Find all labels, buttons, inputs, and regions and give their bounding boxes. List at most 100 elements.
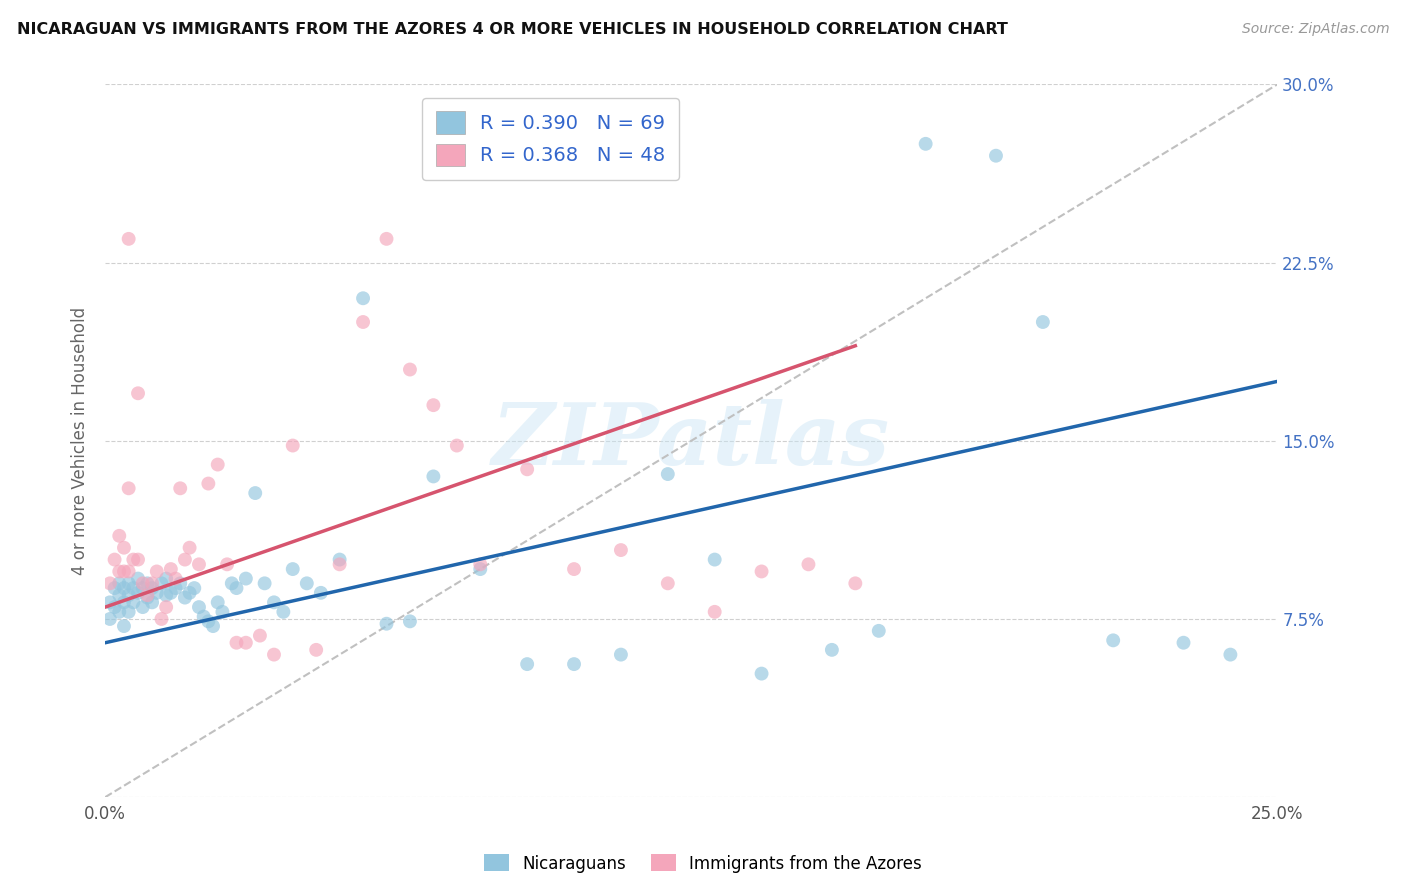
Point [108,576,131,591]
Point [141,595,163,609]
Point [399,615,422,629]
Text: Source: ZipAtlas.com: Source: ZipAtlas.com [1241,22,1389,37]
Point [375,616,398,631]
Point [225,581,247,595]
Point [108,605,131,619]
Point [188,558,211,572]
Point [751,565,773,579]
Point [118,605,141,619]
Point [108,529,131,543]
Point [118,588,141,602]
Point [1102,633,1125,648]
Point [610,543,633,558]
Point [516,462,538,476]
Point [118,576,141,591]
Point [305,643,328,657]
Point [562,657,585,672]
Point [103,581,125,595]
Point [235,572,257,586]
Point [136,576,159,591]
Point [281,438,304,452]
Point [375,232,398,246]
Legend: Nicaraguans, Immigrants from the Azores: Nicaraguans, Immigrants from the Azores [477,847,929,880]
Point [352,315,374,329]
Point [211,605,233,619]
Point [165,581,187,595]
Point [352,291,374,305]
Point [179,586,201,600]
Point [516,657,538,672]
Point [657,576,679,591]
Point [221,576,243,591]
Point [146,586,169,600]
Point [103,600,125,615]
Point [146,565,169,579]
Point [207,595,229,609]
Point [1219,648,1241,662]
Point [422,469,444,483]
Point [141,581,163,595]
Point [309,586,332,600]
Text: NICARAGUAN VS IMMIGRANTS FROM THE AZORES 4 OR MORE VEHICLES IN HOUSEHOLD CORRELA: NICARAGUAN VS IMMIGRANTS FROM THE AZORES… [17,22,1008,37]
Point [263,595,285,609]
Point [112,565,135,579]
Point [118,565,141,579]
Point [844,576,866,591]
Point [127,572,149,586]
Point [150,612,173,626]
Point [183,581,205,595]
Point [197,615,219,629]
Point [174,552,197,566]
Point [132,576,155,591]
Point [446,438,468,452]
Point [136,591,159,605]
Point [868,624,890,638]
Point [98,576,121,591]
Point [470,558,492,572]
Point [197,476,219,491]
Point [657,467,679,481]
Point [155,572,177,586]
Point [127,552,149,566]
Text: ZIPatlas: ZIPatlas [492,399,890,483]
Point [235,636,257,650]
Point [132,600,155,615]
Point [155,588,177,602]
Point [751,666,773,681]
Point [263,648,285,662]
Point [141,576,163,591]
Point [914,136,936,151]
Point [1173,636,1195,650]
Point [253,576,276,591]
Point [127,386,149,401]
Point [470,562,492,576]
Point [207,458,229,472]
Point [249,629,271,643]
Point [112,581,135,595]
Point [610,648,633,662]
Point [422,398,444,412]
Point [329,552,352,566]
Point [399,362,422,376]
Point [703,552,725,566]
Point [821,643,844,657]
Point [108,565,131,579]
Point [169,576,191,591]
Point [122,595,145,609]
Point [112,595,135,609]
Point [108,588,131,602]
Point [155,600,177,615]
Point [797,558,820,572]
Point [132,581,155,595]
Point [169,481,191,495]
Point [273,605,295,619]
Point [112,541,135,555]
Point [174,591,197,605]
Point [118,481,141,495]
Legend: R = 0.390   N = 69, R = 0.368   N = 48: R = 0.390 N = 69, R = 0.368 N = 48 [422,98,679,179]
Point [188,600,211,615]
Point [98,595,121,609]
Point [103,552,125,566]
Point [245,486,267,500]
Point [122,581,145,595]
